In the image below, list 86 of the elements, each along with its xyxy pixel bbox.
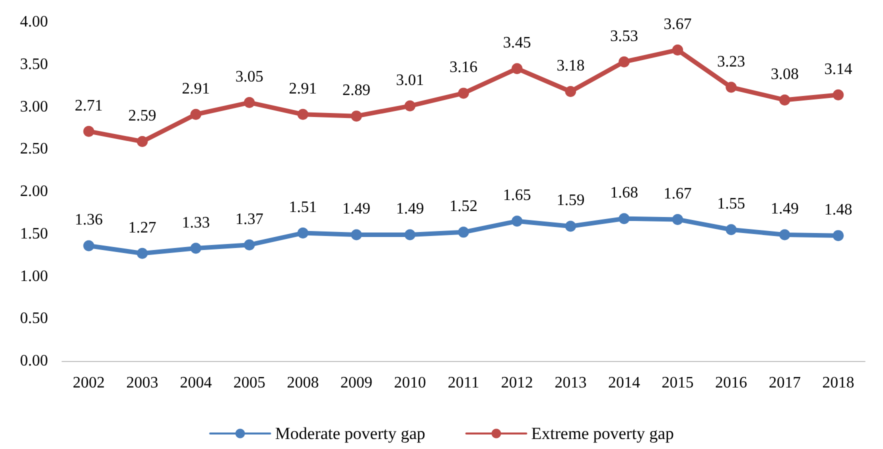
data-label: 1.55 — [717, 196, 746, 213]
point — [512, 63, 523, 74]
data-label: 3.14 — [824, 60, 852, 78]
x-tick-label: 2018 — [822, 374, 854, 392]
y-tick-label: 2.00 — [20, 183, 48, 200]
point — [512, 216, 523, 227]
point — [83, 126, 94, 137]
point — [244, 97, 255, 108]
x-tick-label: 2014 — [608, 374, 640, 392]
y-tick-label: 3.50 — [20, 56, 48, 73]
data-label: 3.45 — [503, 34, 532, 52]
point — [404, 100, 416, 112]
y-tick-label: 4.00 — [20, 14, 48, 30]
data-label: 1.48 — [824, 202, 852, 219]
data-label: 1.37 — [235, 210, 264, 228]
x-tick-label: 2004 — [180, 374, 212, 392]
y-tick-label: 0.50 — [20, 310, 48, 328]
point — [244, 239, 255, 250]
point — [297, 108, 308, 120]
data-label: 3.01 — [396, 72, 424, 89]
data-label: 1.65 — [503, 187, 532, 204]
x-tick-label: 2003 — [126, 374, 158, 392]
x-tick-label: 2010 — [394, 374, 426, 392]
y-tick-label: 1.00 — [20, 268, 48, 285]
point — [565, 220, 576, 232]
y-tick-label: 2.50 — [20, 140, 48, 158]
point — [350, 229, 362, 240]
x-tick-label: 2015 — [662, 374, 694, 392]
x-tick-label: 2009 — [340, 374, 372, 392]
data-label: 3.23 — [717, 53, 746, 70]
point — [83, 240, 94, 252]
point — [458, 88, 469, 99]
data-label: 1.52 — [450, 198, 478, 216]
data-label: 3.18 — [556, 57, 585, 74]
point — [779, 229, 790, 240]
x-tick-label: 2016 — [715, 374, 748, 392]
legend-label: Extreme poverty gap — [531, 424, 674, 443]
x-tick-label: 2005 — [233, 374, 266, 392]
point — [672, 214, 684, 225]
data-label: 1.49 — [396, 200, 424, 218]
point — [404, 229, 416, 240]
point — [136, 248, 148, 259]
x-tick-label: 2002 — [72, 374, 105, 392]
y-tick-label: 0.00 — [20, 352, 48, 370]
data-label: 3.05 — [235, 68, 264, 86]
data-label: 2.71 — [74, 97, 103, 114]
point — [350, 110, 362, 122]
point — [726, 224, 737, 236]
y-tick-label: 1.50 — [20, 225, 48, 242]
y-tick-label: 3.00 — [20, 98, 48, 116]
data-label: 1.51 — [288, 199, 317, 216]
x-tick-label: 2011 — [448, 374, 480, 392]
x-tick-label: 2013 — [554, 374, 587, 392]
point — [779, 94, 790, 106]
point — [297, 228, 308, 239]
point — [832, 230, 844, 242]
data-label: 1.49 — [342, 200, 370, 218]
point — [565, 86, 576, 97]
x-tick-label: 2012 — [501, 374, 534, 392]
data-label: 1.68 — [610, 184, 638, 202]
data-label: 1.27 — [128, 219, 156, 236]
point — [618, 213, 630, 224]
data-label: 3.67 — [664, 16, 692, 33]
data-label: 2.91 — [288, 80, 317, 98]
point — [726, 82, 737, 93]
data-label: 2.91 — [182, 80, 210, 98]
data-label: 3.08 — [770, 66, 799, 83]
legend-label: Moderate poverty gap — [275, 424, 426, 443]
data-label: 2.59 — [128, 107, 156, 124]
x-tick-label: 2017 — [768, 374, 801, 392]
point — [672, 44, 684, 56]
data-label: 3.16 — [450, 59, 478, 76]
data-label: 2.89 — [342, 82, 370, 100]
data-label: 1.67 — [664, 185, 692, 202]
point — [832, 89, 844, 100]
point — [190, 108, 202, 120]
point — [618, 56, 630, 68]
data-label: 1.49 — [770, 200, 799, 218]
data-label: 1.33 — [182, 214, 210, 232]
point — [190, 242, 202, 254]
data-label: 1.59 — [556, 192, 585, 210]
data-label: 1.36 — [74, 212, 103, 229]
data-label: 3.53 — [610, 28, 638, 45]
point — [136, 136, 148, 147]
point — [458, 226, 469, 238]
x-tick-label: 2008 — [286, 374, 319, 392]
